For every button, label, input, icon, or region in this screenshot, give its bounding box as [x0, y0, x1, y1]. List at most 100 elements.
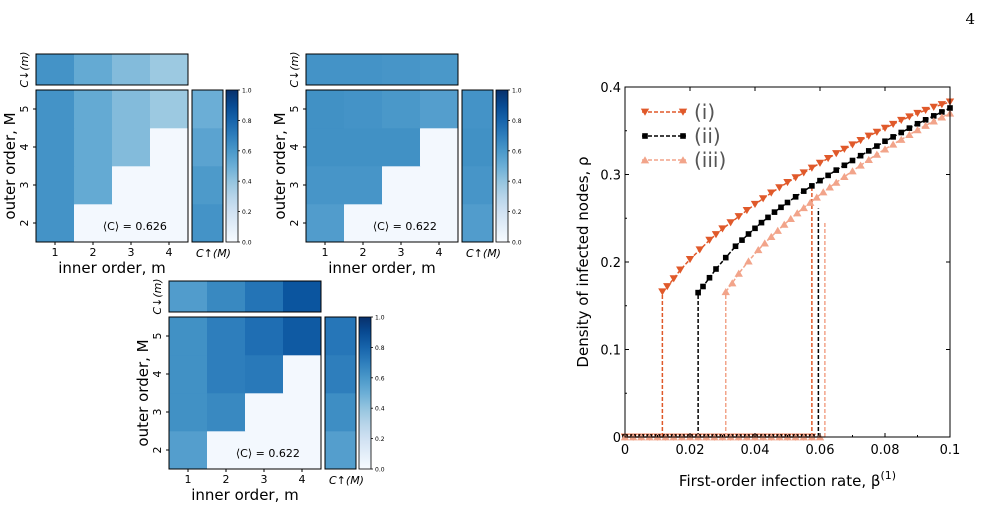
colorbar-tick-label: 0.4 [242, 179, 252, 186]
heatmap-cell [112, 166, 151, 205]
colorbar-tick-label: 0.4 [375, 406, 385, 413]
y-axis-label: outer order, M [271, 112, 289, 219]
series-1 [620, 98, 955, 441]
colorbar [495, 89, 509, 243]
x-tick-label: 0 [621, 443, 629, 458]
data-point [939, 109, 945, 115]
data-point [815, 159, 825, 167]
side-bar-cell [462, 128, 493, 167]
data-point [786, 214, 795, 223]
data-point [872, 150, 882, 158]
y-tick-label: 4 [288, 144, 301, 151]
heatmap-cell [382, 128, 421, 167]
top-bar-cell [344, 54, 382, 85]
heatmap-frame [305, 89, 459, 243]
x-tick-label: 1 [185, 473, 192, 486]
y-tick-label: 0.4 [600, 81, 621, 96]
data-point [856, 137, 865, 145]
legend-item: (iii) [640, 148, 726, 172]
data-point [745, 231, 752, 237]
top-bar-cell [283, 281, 321, 312]
side-bar-frame [461, 89, 494, 243]
data-point [732, 243, 739, 250]
series-line [697, 107, 951, 294]
y-tick-label: 0 [613, 431, 621, 446]
side-bar-cell [462, 166, 493, 205]
side-bar-cell [192, 128, 223, 167]
data-point [823, 154, 833, 163]
legend-item: (ii) [642, 124, 721, 148]
heatmap-cell [306, 204, 345, 243]
heatmap-a: C↓(m) ⟨C⟩ = 0.626 1 2 3 4 2 3 4 5 inner order, m ou… [1, 51, 252, 277]
heatmap-c: C↓(m) ⟨C⟩ = 0.622 1 2 3 4 2 3 4 5 inner order, m ou… [134, 278, 385, 504]
y-tick-label: 2 [151, 447, 164, 454]
data-point [929, 117, 938, 125]
data-point [898, 129, 905, 136]
y-tick-label: 3 [18, 182, 31, 189]
heatmap-cell [112, 204, 151, 243]
y-tick-label: 3 [151, 409, 164, 416]
data-point [905, 113, 914, 121]
data-point [819, 188, 828, 196]
data-point [921, 106, 930, 114]
heatmap-cell [74, 204, 113, 243]
data-point [726, 219, 735, 227]
side-bar-cell [325, 317, 356, 356]
top-bar-frame [35, 53, 189, 86]
x-tick-label: 0.1 [940, 443, 961, 458]
data-point [806, 198, 815, 206]
side-bar-frame [191, 89, 224, 243]
colorbar-tick-label: 0.0 [375, 467, 385, 474]
data-point [840, 172, 849, 181]
heatmap-cell [382, 90, 421, 129]
colorbar-tick-label: 0.8 [375, 345, 385, 352]
data-point [937, 113, 947, 121]
data-point [783, 179, 792, 187]
data-point [888, 140, 898, 148]
heatmap-cell [207, 355, 246, 394]
colorbar-tick-label: 0.6 [512, 148, 522, 155]
heatmap-cell [36, 128, 75, 167]
heatmap-cell [245, 431, 284, 470]
heatmap-cell [306, 166, 345, 205]
colorbar-tick-label: 0.0 [242, 240, 252, 247]
data-point [800, 188, 807, 194]
series-3 [620, 109, 955, 441]
data-point [680, 133, 686, 139]
data-point [807, 164, 817, 172]
y-tick-label: 3 [288, 182, 301, 189]
y-tick-label: 0.2 [600, 256, 621, 271]
heatmap-cell [169, 317, 208, 356]
x-axis-label-superscript: (1) [880, 469, 896, 482]
data-point [874, 143, 880, 149]
heatmap-cell [112, 90, 151, 129]
x-tick-label: 1 [322, 246, 329, 259]
heatmap-frame [168, 316, 322, 470]
heatmap-cell [344, 128, 383, 167]
data-point [849, 157, 856, 164]
top-bar-cell [74, 54, 112, 85]
data-point [706, 274, 713, 281]
data-point [809, 183, 815, 189]
data-point [833, 167, 840, 173]
heatmap-cell [36, 90, 75, 129]
heatmap-cell [344, 90, 383, 129]
data-point [676, 266, 685, 274]
data-point [791, 174, 800, 182]
side-bar-cell [462, 204, 493, 243]
colorbar-tick-label: 0.4 [512, 179, 522, 186]
data-point [758, 219, 765, 226]
mean-annotation: ⟨C⟩ = 0.622 [373, 220, 437, 233]
data-point [750, 200, 760, 209]
data-point [882, 138, 888, 145]
x-tick-label: 0.04 [741, 443, 770, 458]
heatmap-cell [420, 166, 459, 205]
data-point [799, 169, 808, 177]
top-bar-frame [168, 280, 322, 313]
heatmap-cell [207, 393, 246, 432]
data-point [913, 109, 922, 118]
heatmap-cell [36, 166, 75, 205]
data-point [832, 178, 841, 186]
y-tick-label: 5 [288, 106, 301, 113]
